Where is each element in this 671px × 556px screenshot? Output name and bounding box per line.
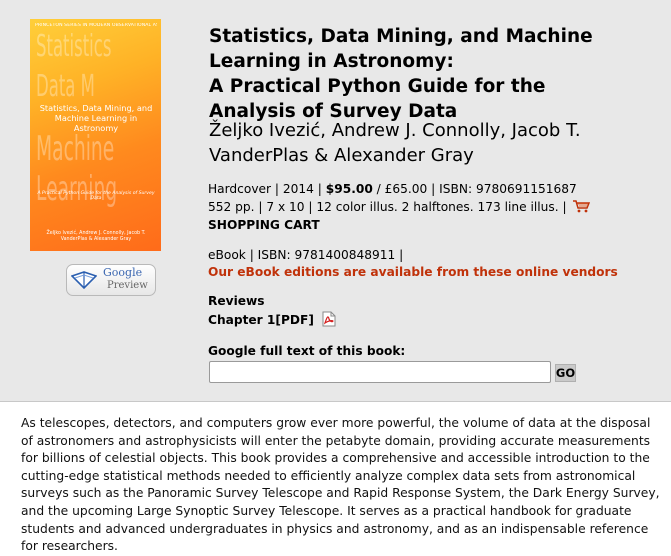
google-fulltext-label: Google full text of this book:: [208, 344, 406, 358]
book-title-line: Analysis of Survey Data: [209, 101, 458, 122]
ebook-vendors-link[interactable]: Our eBook editions are available from th…: [208, 265, 618, 279]
book-title-line: Learning in Astronomy:: [209, 51, 454, 72]
book-icon: [71, 271, 97, 290]
chapter-1-link[interactable]: Chapter 1[PDF]: [208, 311, 336, 329]
google-fulltext-search-input[interactable]: [209, 361, 551, 383]
pdf-icon[interactable]: [322, 311, 336, 327]
shopping-cart-link[interactable]: SHOPPING CART: [208, 218, 320, 232]
hardcover-info: Hardcover | 2014 | $95.00 / £65.00 | ISB…: [208, 180, 577, 198]
hardcover-prefix: Hardcover | 2014 |: [208, 182, 326, 196]
book-description: As telescopes, detectors, and computers …: [21, 416, 660, 554]
cover-background-word: Learning: [36, 169, 118, 209]
ebook-info: eBook | ISBN: 9781400848911 |: [208, 248, 404, 262]
book-info-panel: PRINCETON SERIES IN MODERN OBSERVATIONAL…: [0, 0, 671, 402]
book-authors: Željko Ivezić, Andrew J. Connolly, Jacob…: [209, 118, 659, 168]
cover-background-word: Statistics: [36, 29, 112, 64]
go-button[interactable]: GO: [555, 364, 576, 382]
hardcover-details: 552 pp. | 7 x 10 | 12 color illus. 2 hal…: [208, 198, 591, 216]
cover-background-word: Data M: [36, 69, 95, 104]
cover-title: Statistics, Data Mining, and Machine Lea…: [39, 103, 153, 133]
reviews-link[interactable]: Reviews: [208, 294, 265, 308]
hardcover-details-text: 552 pp. | 7 x 10 | 12 color illus. 2 hal…: [208, 200, 567, 214]
book-cover-image[interactable]: PRINCETON SERIES IN MODERN OBSERVATIONAL…: [30, 19, 161, 251]
hardcover-price: $95.00: [325, 182, 373, 196]
book-authors-line: Željko Ivezić, Andrew J. Connolly, Jacob…: [209, 120, 581, 141]
google-preview-sublabel: Preview: [107, 280, 148, 291]
cover-subtitle: A Practical Python Guide for the Analysi…: [37, 191, 155, 201]
cover-background-word: Machine: [36, 129, 115, 169]
cover-authors: Željko Ivezić, Andrew J. Connolly, Jacob…: [46, 231, 146, 242]
google-preview-label: Google: [103, 266, 143, 279]
google-preview-button[interactable]: Google Preview: [66, 264, 156, 296]
hardcover-isbn: / £65.00 | ISBN: 9780691151687: [372, 182, 577, 196]
book-title-line: Statistics, Data Mining, and Machine: [209, 26, 593, 47]
book-title-line: A Practical Python Guide for the: [209, 76, 546, 97]
cover-series-label: PRINCETON SERIES IN MODERN OBSERVATIONAL…: [35, 23, 157, 28]
shopping-cart-icon[interactable]: [572, 199, 591, 213]
book-title: Statistics, Data Mining, and Machine Lea…: [209, 24, 659, 124]
book-authors-line: VanderPlas & Alexander Gray: [209, 145, 474, 166]
chapter-1-label[interactable]: Chapter 1[PDF]: [208, 313, 314, 327]
